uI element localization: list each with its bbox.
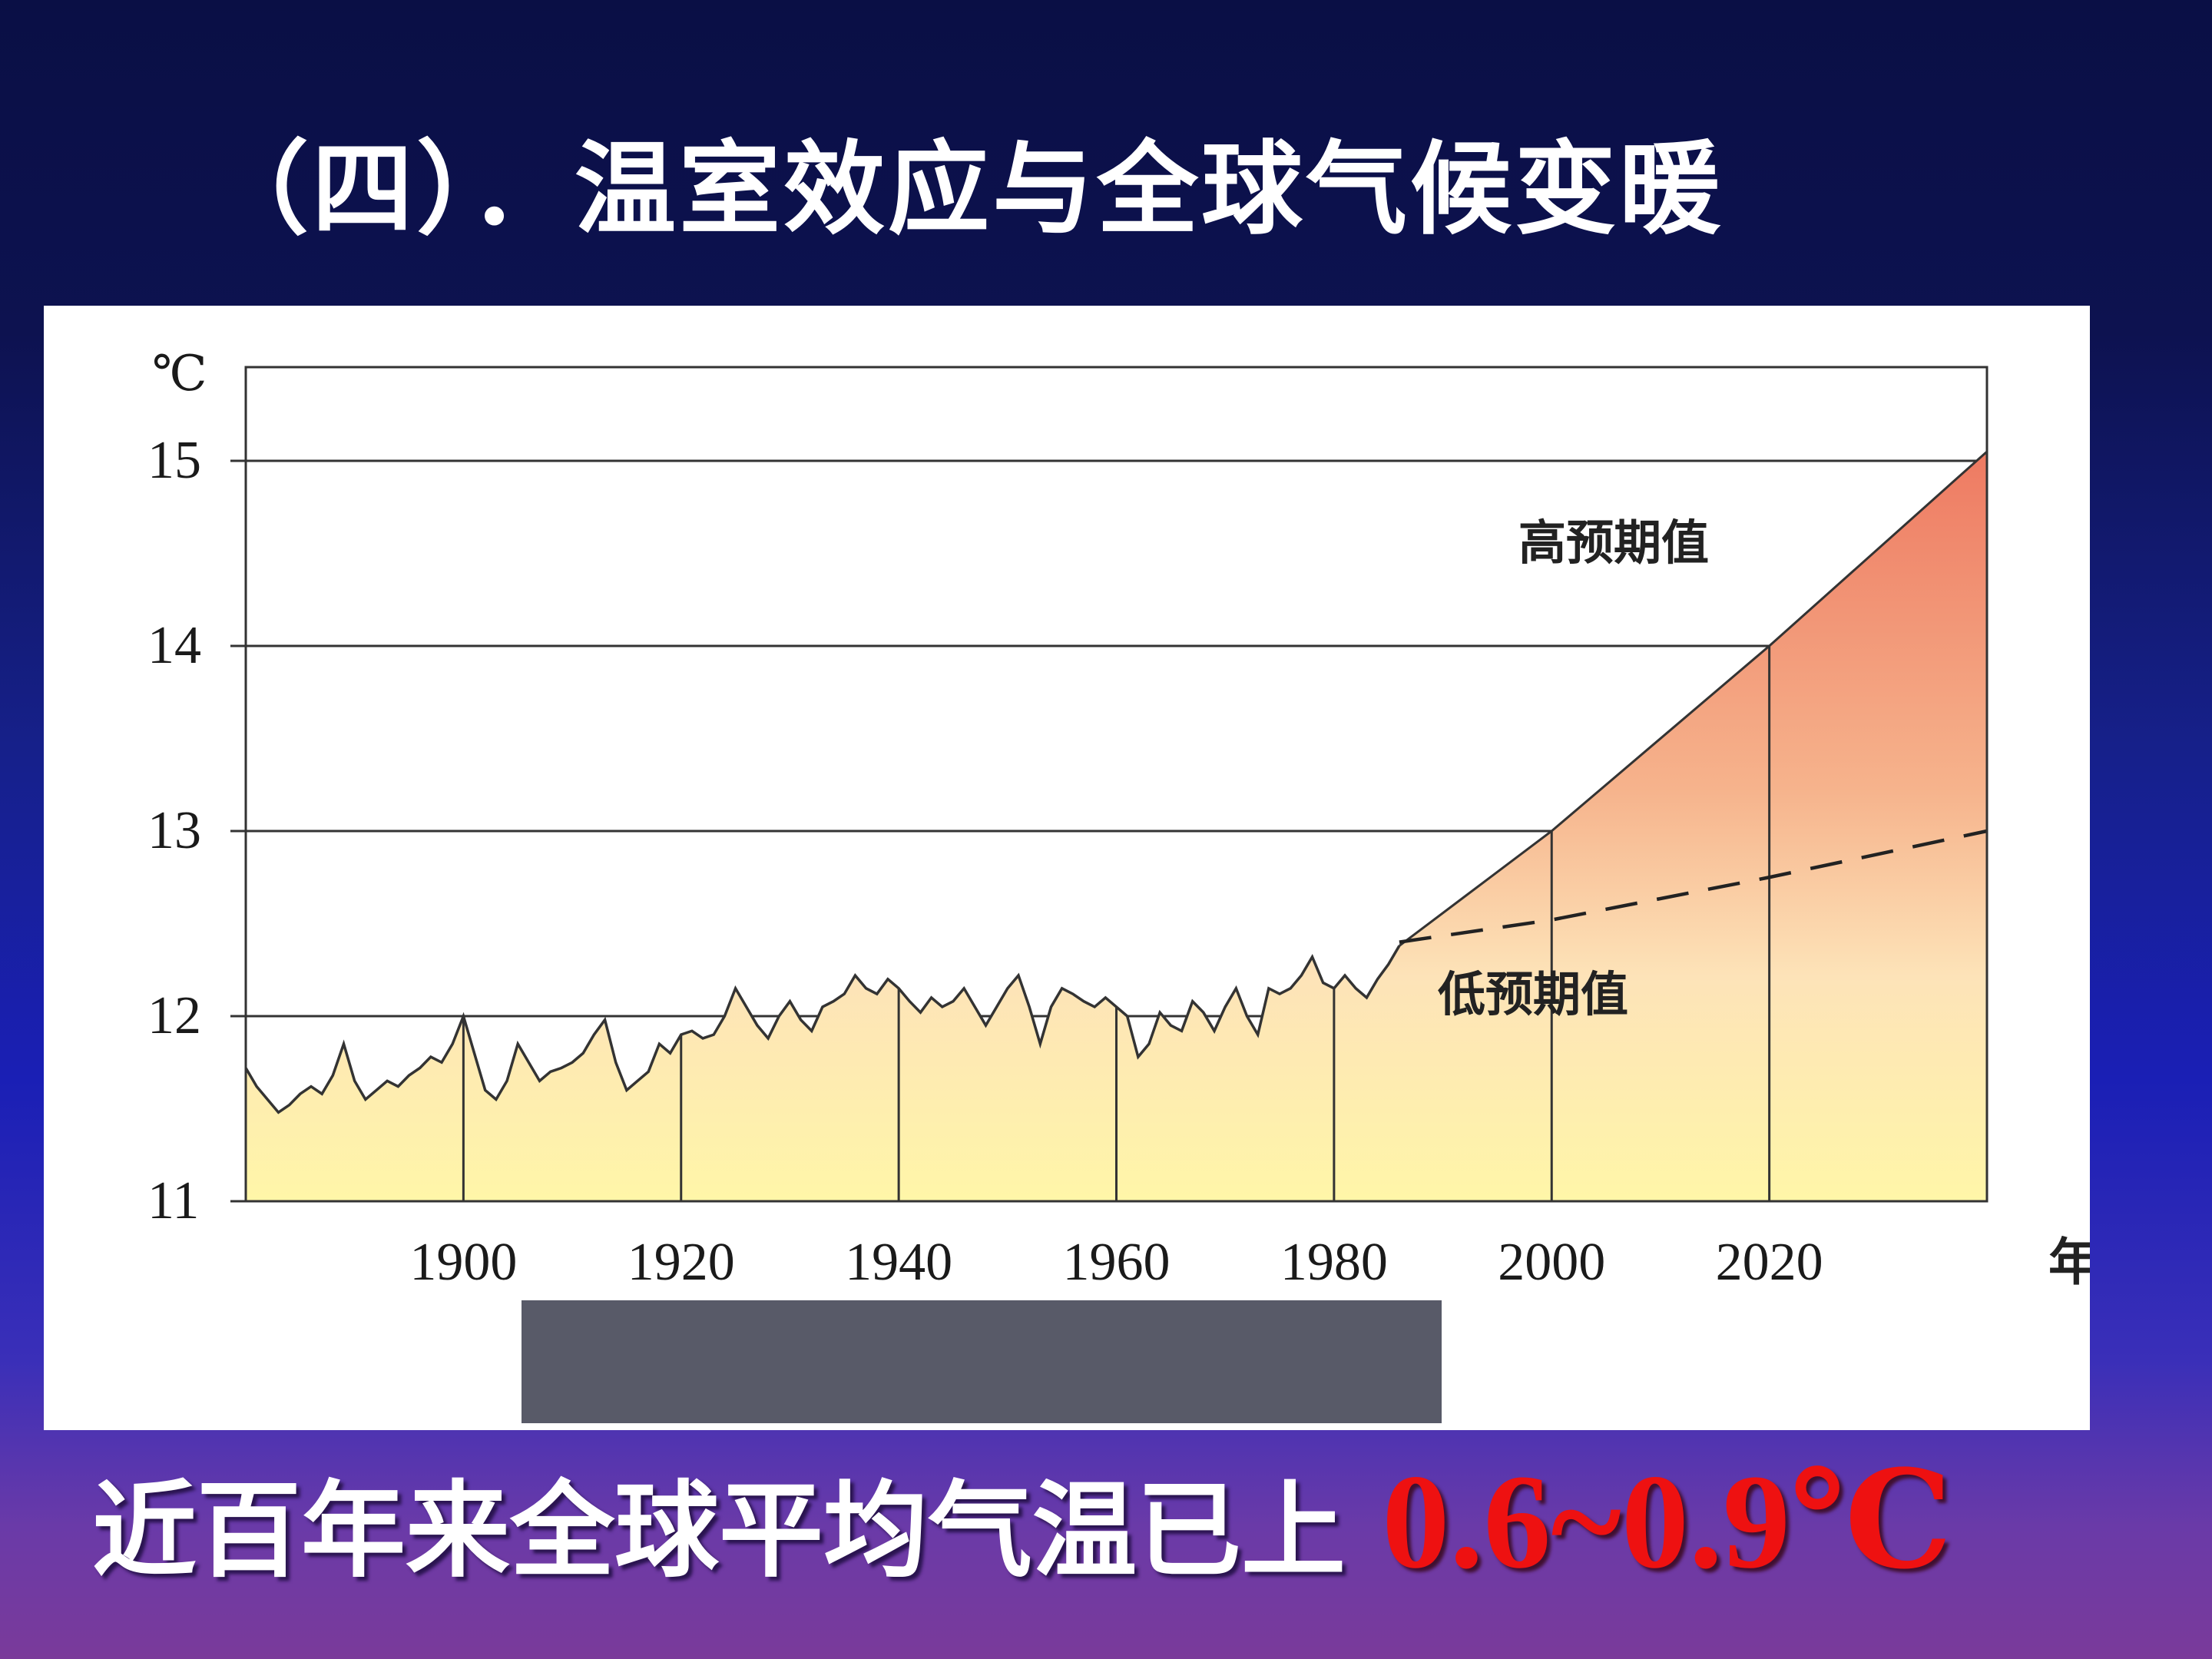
high-projection-line (1398, 450, 1988, 947)
y-tick-label-14: 14 (147, 616, 201, 675)
footer-highlight-value: 0.6~0.9℃ (1382, 1447, 1952, 1597)
y-axis-unit-label: ℃ (152, 346, 207, 401)
x-tick-label-1940: 1940 (845, 1233, 952, 1292)
footer-text: 近百年来全球平均气温已上 (92, 1471, 1346, 1592)
y-tick-label-12: 12 (147, 986, 201, 1045)
high-projection-label: 高预期值 (1518, 515, 1709, 571)
y-tick-label-11: 11 (147, 1171, 199, 1230)
low-projection-label: 低预期值 (1438, 966, 1628, 1022)
caption-placeholder-box (522, 1300, 1442, 1423)
x-tick-label-2000: 2000 (1498, 1233, 1605, 1292)
low-projection-line (1399, 829, 1988, 944)
y-tick-label-13: 13 (147, 801, 201, 860)
x-tick-label-1920: 1920 (628, 1233, 735, 1292)
temperature-chart: 11 12 13 14 15 ℃ 1900 1920 1940 1960 1980 2000 2020 高… (147, 346, 2090, 1292)
slide-title: （四）．温室效应与全球气候变暖 (207, 131, 1724, 249)
x-tick-label-1980: 1980 (1280, 1233, 1388, 1292)
x-axis-unit-label: 年 (2048, 1233, 2090, 1292)
y-tick-label-15: 15 (147, 431, 201, 490)
x-tick-label-2020: 2020 (1716, 1233, 1823, 1292)
x-tick-label-1900: 1900 (409, 1233, 517, 1292)
footer-statement: 近百年来全球平均气温已上 0.6~0.9℃ (92, 1440, 1952, 1600)
observed-temperature-line (244, 945, 1401, 1114)
chart-panel: 11 12 13 14 15 ℃ 1900 1920 1940 1960 1980 2000 2020 高… (44, 306, 2090, 1430)
x-tick-label-1960: 1960 (1063, 1233, 1171, 1292)
plot-frame (244, 366, 1988, 1203)
